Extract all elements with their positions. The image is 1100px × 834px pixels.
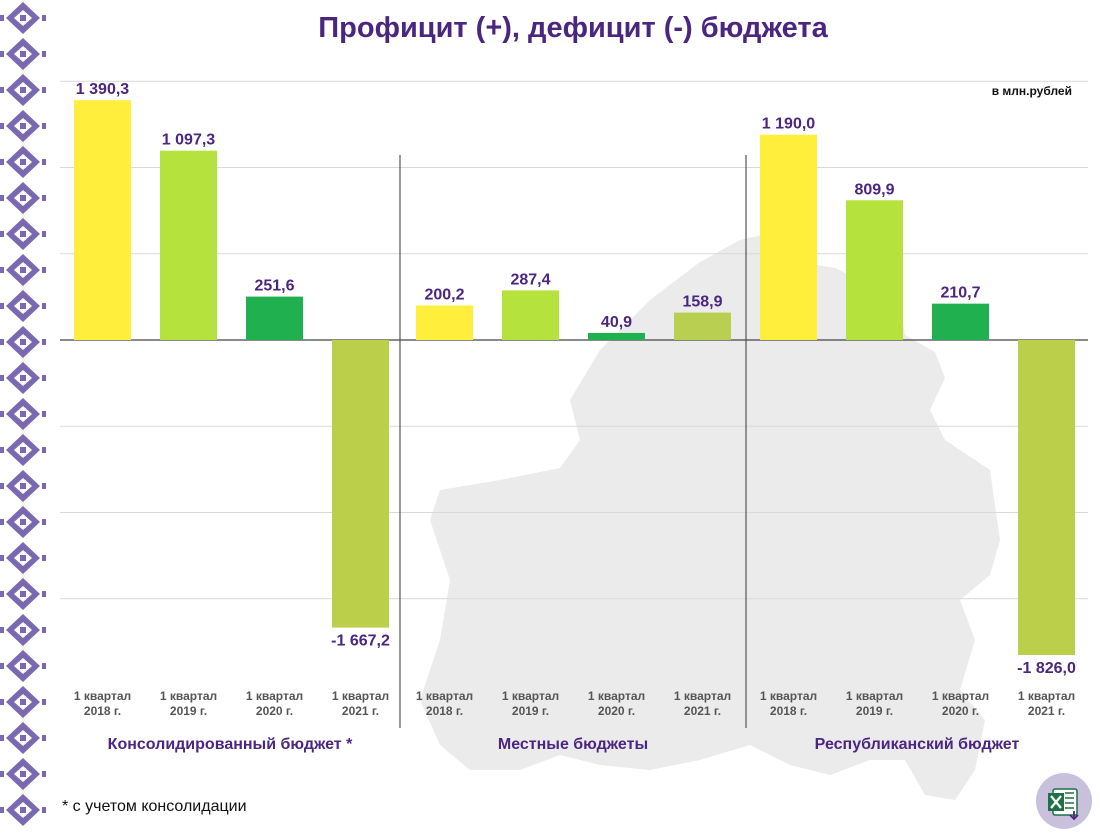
tick-label: 1 квартал [416,689,473,703]
grid-lines [60,80,1088,728]
bar [760,134,817,340]
data-label: 158,9 [682,294,722,311]
data-label: 40,9 [601,314,632,331]
bar [674,312,731,340]
bar [1018,340,1075,655]
tick-label: 2018 г. [426,704,463,718]
excel-export-button[interactable] [1036,773,1092,829]
tick-label: 2018 г. [770,704,807,718]
data-label: 1 190,0 [762,116,815,133]
tick-label: 2019 г. [170,704,207,718]
map-silhouette [420,232,1000,800]
tick-label: 1 квартал [588,689,645,703]
tick-label: 1 квартал [160,689,217,703]
tick-label: 1 квартал [932,689,989,703]
tick-label: 1 квартал [74,689,131,703]
bar [332,340,389,628]
tick-label: 1 квартал [502,689,559,703]
data-label: 809,9 [854,181,894,198]
bar [932,303,989,340]
excel-icon [1048,788,1079,821]
tick-label: 1 квартал [846,689,903,703]
group-label-consolidated: Консолидированный бюджет * [107,736,353,753]
data-label: 287,4 [510,271,550,288]
bar [246,296,303,340]
tick-label: 2019 г. [512,704,549,718]
data-label: 1 390,3 [76,81,129,98]
data-label: -1 667,2 [331,633,390,650]
group-label-local: Местные бюджеты [497,736,649,753]
tick-label: 1 квартал [1018,689,1075,703]
data-label: -1 826,0 [1017,660,1076,677]
page-title: Профицит (+), дефицит (-) бюджета [318,12,828,44]
tick-label: 1 квартал [760,689,817,703]
bar [588,332,645,340]
data-label: 200,2 [424,286,464,303]
ornament-border [0,0,46,830]
units-label: в млн.рублей [991,84,1072,98]
data-label: 210,7 [940,285,980,302]
group-label-republican: Республиканский бюджет [814,736,1020,753]
tick-label: 2020 г. [942,704,979,718]
tick-label: 2021 г. [342,704,379,718]
bar [416,305,473,340]
data-label: 251,6 [254,278,294,295]
tick-label: 2020 г. [256,704,293,718]
tick-label: 2019 г. [856,704,893,718]
tick-label: 1 квартал [246,689,303,703]
footnote: * с учетом консолидации [62,798,247,815]
tick-label: 2018 г. [84,704,121,718]
tick-label: 2021 г. [1028,704,1065,718]
bar [160,150,217,340]
tick-label: 2020 г. [598,704,635,718]
tick-label: 2021 г. [684,704,721,718]
tick-label: 1 квартал [332,689,389,703]
tick-label: 1 квартал [674,689,731,703]
data-label: 1 097,3 [162,132,215,149]
bar [846,200,903,340]
bar [74,100,131,340]
bar [502,290,559,340]
